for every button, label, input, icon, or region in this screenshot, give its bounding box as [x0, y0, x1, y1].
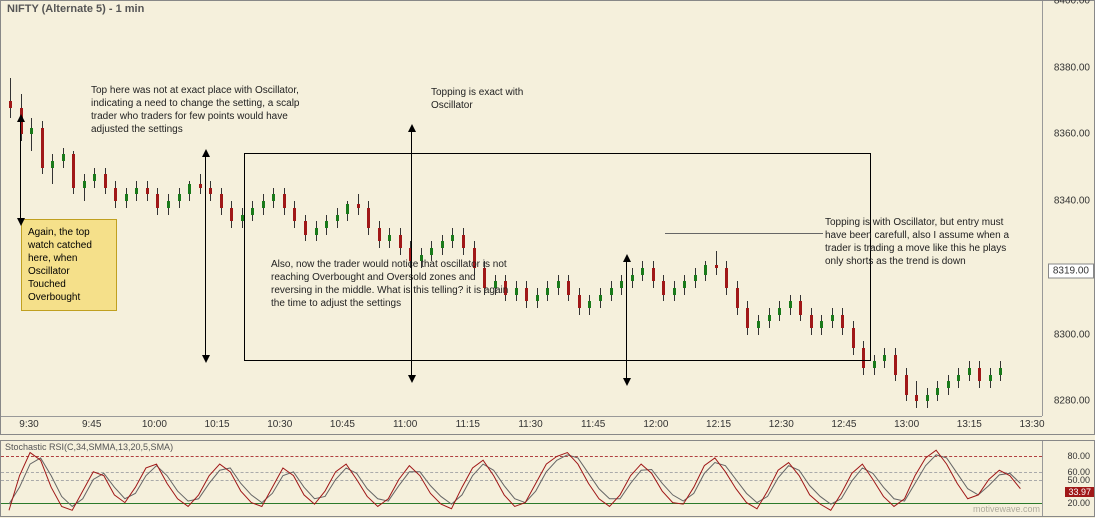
arrow-tail: [408, 124, 416, 132]
x-tick-label: 13:15: [957, 419, 982, 430]
arrow-tail: [623, 254, 631, 262]
x-tick-label: 13:30: [1019, 419, 1044, 430]
y-tick-label: 8340.00: [1054, 196, 1090, 207]
stochastic-rsi-pane[interactable]: Stochastic RSI(C,34,SMMA,13,20,5,SMA) 80…: [0, 440, 1095, 517]
indicator-y-label: 50.00: [1067, 475, 1090, 485]
x-tick-label: 10:00: [142, 419, 167, 430]
watermark: motivewave.com: [973, 504, 1040, 514]
last-price-label: 8319.00: [1048, 264, 1094, 279]
chart-annotation: Topping is with Oscillator, but entry mu…: [825, 216, 1010, 268]
arrow-head: [202, 355, 210, 363]
x-tick-label: 9:45: [82, 419, 101, 430]
arrow-tail: [17, 114, 25, 122]
x-tick-label: 10:15: [205, 419, 230, 430]
x-tick-label: 10:45: [330, 419, 355, 430]
arrow-line: [411, 131, 412, 376]
x-tick-label: 12:30: [769, 419, 794, 430]
y-tick-label: 8380.00: [1054, 62, 1090, 73]
arrow-head: [17, 218, 25, 226]
x-tick-label: 13:00: [894, 419, 919, 430]
x-tick-label: 11:00: [393, 419, 417, 430]
x-tick-label: 12:45: [831, 419, 856, 430]
arrow-line: [205, 156, 206, 356]
x-tick-label: 10:30: [267, 419, 292, 430]
time-x-axis: 9:30 9:45 10:00 10:15 10:30 10:45 11:00 11:15 11…: [1, 416, 1042, 434]
x-tick-label: 11:45: [581, 419, 605, 430]
arrow-tail: [202, 149, 210, 157]
indicator-lines: [1, 441, 1044, 518]
indicator-y-label: 20.00: [1067, 498, 1090, 508]
x-tick-label: 11:15: [456, 419, 480, 430]
indicator-y-axis: 80.0060.0050.0020.0033.97: [1042, 441, 1094, 516]
x-tick-label: 9:30: [19, 419, 38, 430]
arrow-head: [408, 375, 416, 383]
arrow-line: [626, 261, 627, 379]
y-tick-label: 8280.00: [1054, 396, 1090, 407]
indicator-y-label: 80.00: [1067, 451, 1090, 461]
y-tick-label: 8360.00: [1054, 129, 1090, 140]
arrow-head: [623, 378, 631, 386]
connector-line: [665, 233, 823, 234]
indicator-area[interactable]: [1, 441, 1042, 516]
y-tick-label: 8300.00: [1054, 329, 1090, 340]
price-y-axis: 8280.008300.008320.008340.008360.008380.…: [1042, 1, 1094, 416]
chart-annotation: Top here was not at exact place with Osc…: [91, 84, 311, 136]
indicator-value-label: 33.97: [1065, 487, 1094, 497]
chart-annotation: Also, now the trader would notice that o…: [271, 258, 511, 310]
chart-annotation: Topping is exact with Oscillator: [431, 86, 531, 112]
arrow-line: [20, 121, 21, 219]
y-tick-label: 8400.00: [1054, 0, 1090, 7]
yellow-annotation: Again, the top watch catched here, when …: [21, 219, 117, 311]
x-tick-label: 12:15: [706, 419, 731, 430]
x-tick-label: 12:00: [643, 419, 668, 430]
price-chart[interactable]: NIFTY (Alternate 5) - 1 min Again, the t…: [0, 0, 1095, 435]
analysis-rectangle: [244, 153, 871, 361]
x-tick-label: 11:30: [518, 419, 542, 430]
